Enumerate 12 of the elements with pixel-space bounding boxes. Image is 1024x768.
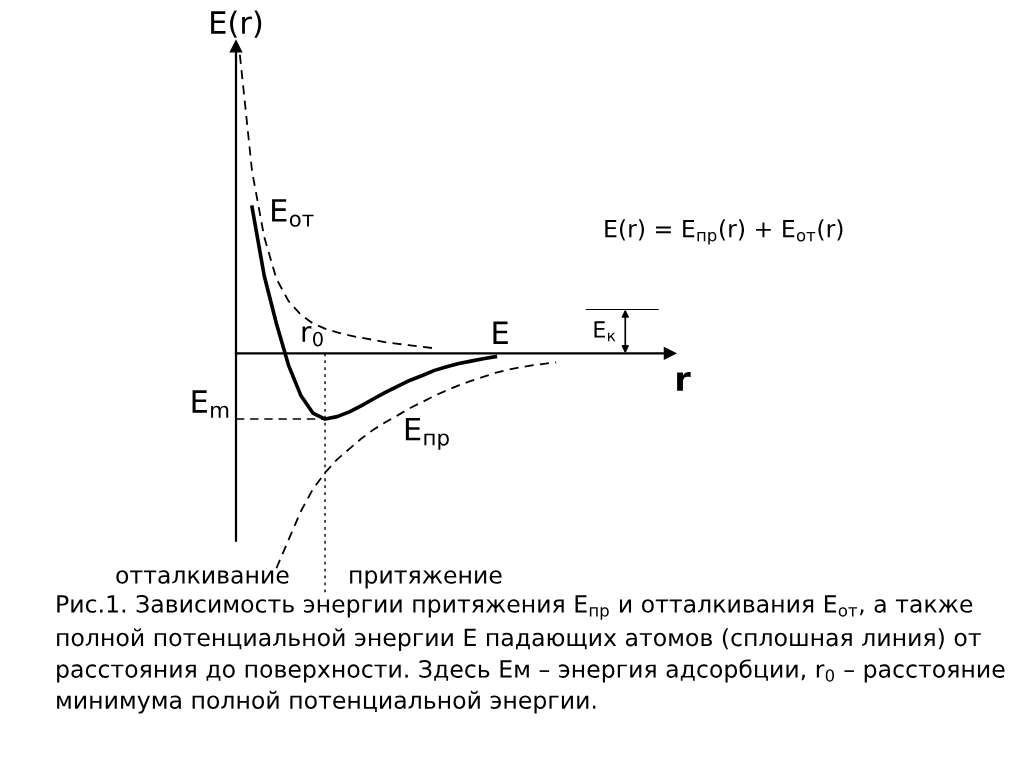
series-label: E — [493, 321, 508, 344]
series-label: E$_{пр}$ — [405, 418, 449, 450]
text: E$_{к}$ — [594, 321, 616, 342]
x-axis-title: r — [677, 371, 691, 391]
series-label: E$_{от}$ — [272, 199, 314, 227]
text: отталкивание — [116, 570, 289, 584]
text: притяжение — [350, 570, 502, 589]
text: Рис.1. Зависимость энергии притяжения E$_{пр}$ и отталкивания E$_{от}$, а также полной потенциальной энергии E падающих атомов (сплошная линия) от расстояния до поверхности. Здесь Ем – энергия адсорбции, r$_{0}$ – расстояние минимума полной потенциальной энергии. — [57, 595, 1005, 714]
y-axis-title: E(r) — [211, 10, 262, 38]
annotation: r$_{0}$ — [302, 326, 323, 347]
text: E(r) = E$_{пр}$(r) + E$_{от}$(r) — [605, 219, 843, 245]
ref-line-label: E$_{m}$ — [192, 390, 229, 418]
